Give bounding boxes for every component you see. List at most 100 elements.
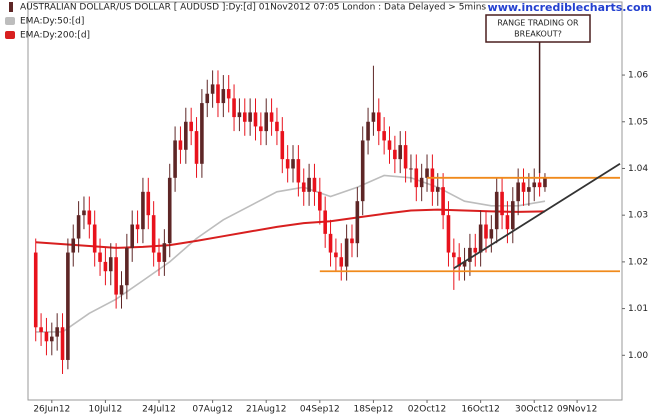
candle-body [296, 159, 301, 183]
candle-body [510, 201, 515, 230]
candle-body [489, 229, 494, 239]
y-tick-label: 1.03 [628, 211, 648, 221]
candle-body [151, 215, 156, 253]
chart-title: AUSTRALIAN DOLLAR/US DOLLAR [ AUDUSD ]:D… [20, 3, 486, 13]
candle-body [387, 140, 392, 150]
candle-body [162, 243, 167, 262]
candle-body [237, 112, 242, 118]
candle-body [44, 331, 49, 342]
candle-body [334, 252, 338, 258]
legend-label: EMA:Dy:50:[d] [20, 17, 84, 27]
candle-body [484, 224, 488, 239]
candle-body [119, 285, 124, 295]
legend-swatch [5, 17, 15, 25]
candle-body [87, 210, 92, 225]
candle-body [318, 191, 322, 211]
candle-body [468, 247, 472, 262]
candle-body [135, 224, 140, 230]
candle-body [521, 182, 526, 192]
annotation-text: BREAKOUT? [514, 30, 562, 39]
candle-body [350, 238, 354, 244]
x-tick-label: 02Oct12 [408, 405, 446, 415]
candle-body [264, 112, 269, 132]
x-tick-label: 09Nov12 [557, 405, 597, 415]
candle-body [446, 215, 451, 253]
ema-line [35, 208, 546, 249]
candle-body [537, 182, 542, 188]
candle-body [200, 103, 204, 164]
x-tick-label: 16Oct12 [461, 405, 499, 415]
candle-body [500, 191, 504, 216]
plot-frame [27, 1, 623, 401]
candle-body [473, 247, 478, 253]
candle-body [184, 121, 188, 150]
candle-body [146, 191, 151, 216]
candle-body [414, 168, 419, 188]
candle-body [328, 233, 333, 253]
y-tick-label: 1.00 [628, 351, 648, 361]
candle-body [430, 168, 435, 192]
candle-body [248, 112, 252, 122]
candle-body [125, 247, 129, 286]
candle-body [435, 187, 440, 192]
annotation-box [485, 14, 591, 43]
candle-body [291, 159, 295, 169]
legend-swatch [9, 2, 13, 12]
candle-body [210, 84, 215, 94]
candle-body [280, 131, 285, 160]
y-tick-label: 1.06 [628, 71, 648, 81]
candle-body [157, 252, 161, 262]
candle-body [382, 131, 386, 141]
candle-body [452, 252, 456, 258]
candle-body [98, 252, 102, 262]
trendline [453, 163, 621, 270]
candle-body [371, 112, 376, 122]
x-tick-label: 04Sep12 [300, 405, 340, 415]
candle-body [312, 177, 317, 192]
candle-body [108, 257, 113, 272]
x-tick-label: 07Aug12 [192, 405, 232, 415]
candle-body [366, 121, 370, 141]
candle-body [82, 210, 86, 216]
candle-body [50, 336, 54, 342]
candle-body [92, 224, 97, 253]
candle-body [103, 261, 108, 272]
candle-body [505, 215, 510, 230]
legend-swatch [5, 31, 15, 39]
candle-body [60, 327, 65, 360]
candle-body [409, 168, 413, 170]
candle-body [344, 238, 349, 267]
x-tick-label: 26Jun12 [33, 405, 70, 415]
candle-body [425, 168, 429, 178]
x-tick-label: 21Aug12 [246, 405, 286, 415]
candle-body [393, 149, 397, 160]
y-tick-label: 1.02 [628, 257, 648, 267]
candle-body [355, 201, 360, 244]
candle-body [66, 252, 70, 360]
candle-body [323, 210, 327, 234]
candle-body [457, 257, 461, 267]
candle-body [516, 182, 520, 202]
candle-body [167, 177, 172, 244]
x-tick-label: 10Jul12 [89, 405, 123, 415]
candle-body [398, 145, 403, 160]
candle-body [178, 140, 183, 150]
candle-body [269, 112, 274, 122]
candle-body [532, 182, 537, 188]
candle-body [221, 89, 226, 104]
candle-body [253, 112, 258, 127]
candle-body [543, 177, 547, 188]
legend-label: EMA:Dy:200:[d] [20, 31, 90, 41]
candle-body [226, 89, 231, 99]
candle-body [173, 140, 177, 178]
y-tick-label: 1.04 [628, 164, 648, 174]
candle-body [259, 126, 263, 132]
candle-body [55, 327, 59, 337]
candle-body [39, 327, 43, 332]
y-tick-label: 1.05 [628, 117, 648, 127]
x-tick-label: 30Oct12 [515, 405, 553, 415]
candle-body [33, 252, 38, 328]
ema-line [35, 174, 546, 333]
candle-body [360, 140, 365, 202]
